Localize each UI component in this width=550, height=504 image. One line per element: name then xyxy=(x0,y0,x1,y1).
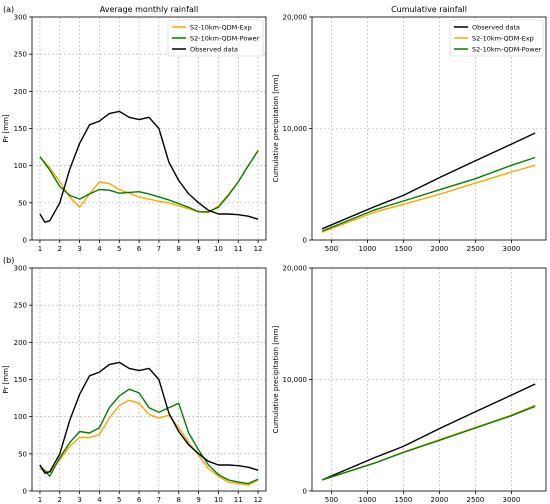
x-tick-label: 1000 xyxy=(359,245,377,253)
y-axis-label: Pr [mm] xyxy=(2,114,10,143)
legend-entry: S2-10km-QDM-Exp xyxy=(190,24,252,32)
x-tick-label: 5 xyxy=(117,496,121,504)
series-line-observed xyxy=(39,110,259,223)
x-tick-label: 1500 xyxy=(395,496,413,504)
x-tick-label: 2500 xyxy=(467,496,485,504)
x-tick-label: 4 xyxy=(97,245,102,253)
x-tick-label: 8 xyxy=(177,496,181,504)
y-tick-label: 100 xyxy=(14,162,27,170)
x-tick-label: 11 xyxy=(234,496,243,504)
y-tick-label: 300 xyxy=(14,14,27,22)
y-tick-label: 10,000 xyxy=(283,125,308,133)
y-tick-label: 10,000 xyxy=(283,376,308,384)
legend-entry: S2-10km-QDM-Exp xyxy=(472,35,534,43)
x-tick-label: 12 xyxy=(254,496,263,504)
x-tick-label: 11 xyxy=(234,245,243,253)
y-tick-label: 50 xyxy=(18,199,27,207)
y-tick-label: 150 xyxy=(14,125,27,133)
series-line-power xyxy=(321,156,536,232)
series-line-exp xyxy=(39,399,259,486)
y-axis-label: Cumulative precipitation [mm] xyxy=(272,74,280,182)
x-tick-label: 500 xyxy=(325,245,338,253)
x-tick-label: 3 xyxy=(77,245,81,253)
x-tick-label: 4 xyxy=(97,496,102,504)
x-tick-label: 7 xyxy=(157,245,161,253)
y-tick-label: 250 xyxy=(14,51,27,59)
x-tick-label: 9 xyxy=(196,496,200,504)
panel-label: (a) xyxy=(3,5,14,14)
x-tick-label: 10 xyxy=(214,245,223,253)
x-tick-label: 1000 xyxy=(359,496,377,504)
panel-label: (b) xyxy=(3,256,14,265)
x-tick-label: 2500 xyxy=(467,245,485,253)
series-line-exp xyxy=(321,164,536,233)
x-tick-label: 3 xyxy=(77,496,81,504)
x-tick-label: 3000 xyxy=(503,496,521,504)
series-line-observed xyxy=(321,132,536,230)
chart-title: Average monthly rainfall xyxy=(100,5,199,14)
y-tick-label: 50 xyxy=(18,450,27,458)
series-line-power xyxy=(39,150,259,213)
legend-entry: S2-10km-QDM-Power xyxy=(472,46,542,54)
y-tick-label: 20,000 xyxy=(283,14,308,22)
y-tick-label: 0 xyxy=(303,237,307,245)
x-tick-label: 12 xyxy=(254,245,263,253)
x-tick-label: 2000 xyxy=(431,496,449,504)
x-tick-label: 8 xyxy=(177,245,181,253)
series-line-exp xyxy=(39,149,259,214)
legend-entry: S2-10km-QDM-Power xyxy=(190,35,260,43)
x-tick-label: 9 xyxy=(196,245,200,253)
y-axis-label: Pr [mm] xyxy=(2,365,10,394)
x-tick-label: 6 xyxy=(137,496,142,504)
y-tick-label: 20,000 xyxy=(283,265,308,273)
series-line-observed xyxy=(321,383,536,481)
x-tick-label: 5 xyxy=(117,245,121,253)
x-tick-label: 10 xyxy=(214,496,223,504)
y-tick-label: 200 xyxy=(14,88,27,96)
legend-box xyxy=(167,19,264,57)
series-line-observed xyxy=(39,361,259,474)
x-tick-label: 1500 xyxy=(395,245,413,253)
y-tick-label: 200 xyxy=(14,339,27,347)
legend-entry: Observed data xyxy=(190,46,238,54)
x-tick-label: 6 xyxy=(137,245,142,253)
legend-box xyxy=(449,19,544,57)
y-tick-label: 250 xyxy=(14,302,27,310)
x-tick-label: 2 xyxy=(58,245,62,253)
x-tick-label: 2000 xyxy=(431,245,449,253)
series-line-power xyxy=(321,405,536,481)
x-tick-label: 1 xyxy=(38,245,42,253)
series-line-exp xyxy=(321,404,536,481)
legend-entry: Observed data xyxy=(472,24,520,32)
y-axis-label: Cumulative precipitation [mm] xyxy=(272,325,280,433)
series-line-power xyxy=(39,388,259,485)
x-tick-label: 7 xyxy=(157,496,161,504)
y-tick-label: 0 xyxy=(23,488,27,496)
x-tick-label: 2 xyxy=(58,496,62,504)
x-tick-label: 3000 xyxy=(503,245,521,253)
y-tick-label: 0 xyxy=(303,488,307,496)
x-tick-label: 500 xyxy=(325,496,338,504)
y-tick-label: 0 xyxy=(23,237,27,245)
x-tick-label: 1 xyxy=(38,496,42,504)
y-tick-label: 300 xyxy=(14,265,27,273)
chart-title: Cumulative rainfall xyxy=(391,5,467,14)
y-tick-label: 100 xyxy=(14,413,27,421)
y-tick-label: 150 xyxy=(14,376,27,384)
